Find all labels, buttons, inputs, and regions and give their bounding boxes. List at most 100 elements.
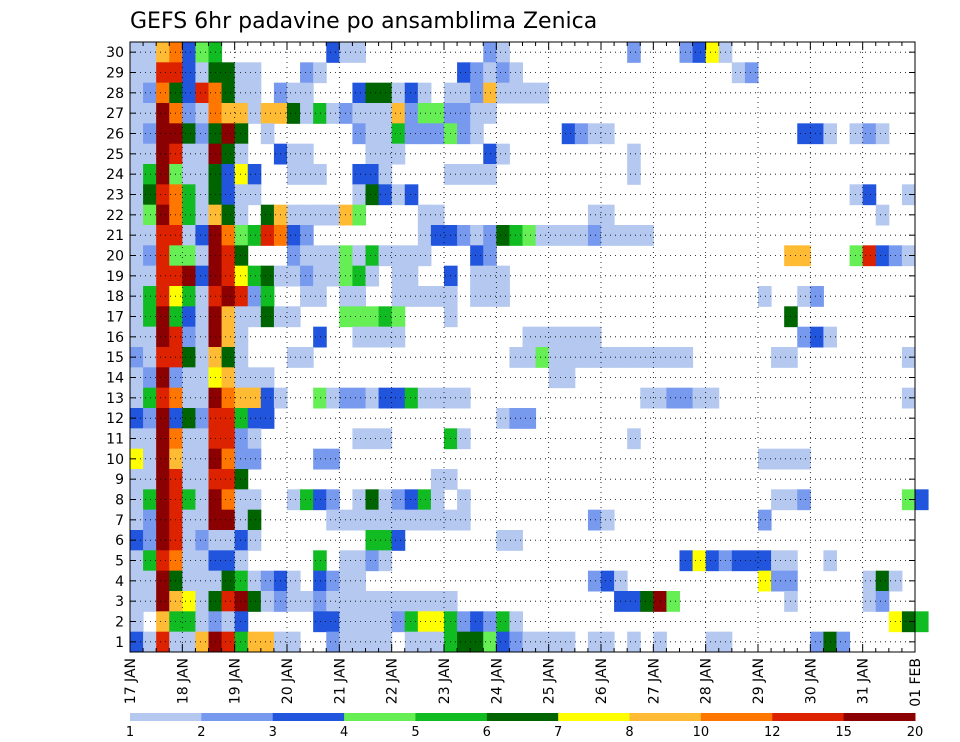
heatmap-cell [169,164,183,185]
heatmap-cell [260,570,275,592]
heatmap-cell [182,42,196,63]
heatmap-cell [457,489,471,511]
heatmap-cell [313,245,327,267]
heatmap-cell [182,530,196,551]
heatmap-cell [404,245,419,267]
heatmap-cell [313,489,327,511]
heatmap-cell [417,82,432,104]
heatmap-cell [195,164,209,185]
heatmap-cell [156,265,170,287]
heatmap-cell [156,448,170,470]
heatmap-cell [182,489,196,511]
heatmap-cell [666,387,680,409]
heatmap-cell [535,347,550,368]
heatmap-cell [234,164,249,185]
colorbar-swatch [843,713,916,721]
heatmap-cell [169,611,183,633]
x-tick-label: 29 JAN [751,658,767,704]
heatmap-cell [561,123,576,145]
heatmap-cell [457,62,471,84]
heatmap-cell [339,245,353,267]
heatmap-cell [234,550,249,572]
heatmap-cell [156,611,170,633]
heatmap-cell [875,591,890,612]
heatmap-cell [156,245,170,267]
heatmap-cell [496,225,510,246]
heatmap-cell [430,123,445,145]
heatmap-cell [221,387,236,409]
heatmap-cell [143,469,157,490]
heatmap-cell [758,570,772,592]
y-tick-label: 15 [106,350,124,366]
heatmap-cell [457,631,471,653]
heatmap-cell [221,570,236,592]
heatmap-cell [182,408,196,429]
chart-title: GEFS 6hr padavine po ansamblima Zenica [130,9,597,34]
heatmap-cell [771,347,785,368]
heatmap-cell [234,123,249,145]
y-tick-label: 26 [106,127,124,143]
heatmap-cell [143,42,157,63]
heatmap-cell [195,408,209,429]
heatmap-cell [417,387,432,409]
heatmap-cell [352,42,366,63]
heatmap-cell [195,184,209,206]
heatmap-cell [758,286,772,307]
heatmap-cell [156,82,170,104]
heatmap-cell [915,611,929,633]
heatmap-cell [470,631,484,653]
heatmap-cell [221,143,236,165]
heatmap-cell [627,164,641,185]
heatmap-cell [143,408,157,429]
heatmap-cell [287,103,301,124]
heatmap-cell [417,204,432,226]
heatmap-cell [313,62,327,84]
heatmap-cell [470,62,484,84]
heatmap-cell [417,286,432,307]
heatmap-cell [365,164,380,185]
heatmap-cell [692,550,707,572]
heatmap-cell [352,245,366,267]
heatmap-cell [169,326,183,348]
heatmap-cell [195,286,209,307]
y-tick-label: 30 [106,45,124,61]
heatmap-cell [430,387,445,409]
heatmap-cell [391,245,406,267]
heatmap-cell [156,103,170,124]
heatmap-cell [535,631,550,653]
heatmap-cell [156,62,170,84]
x-tick-label: 22 JAN [385,658,401,704]
heatmap-cell [561,225,576,246]
heatmap-cell [352,591,366,612]
heatmap-cell [574,347,589,368]
heatmap-cell [744,62,759,84]
heatmap-cell [195,204,209,226]
heatmap-cell [260,123,275,145]
heatmap-cell [313,570,327,592]
heatmap-cell [221,103,236,124]
heatmap-cell [496,530,510,551]
heatmap-cell [221,509,236,531]
y-tick-label: 14 [106,371,124,387]
heatmap-cell [130,42,144,63]
heatmap-cell [143,306,157,328]
heatmap-cell [182,591,196,612]
heatmap-cell [875,570,890,592]
heatmap-cell [470,265,484,287]
heatmap-cell [247,448,262,470]
heatmap-cell [169,347,183,368]
heatmap-cell [247,265,262,287]
heatmap-cell [430,286,445,307]
heatmap-cell [470,225,484,246]
heatmap-cell [417,225,432,246]
heatmap-cell [143,570,157,592]
heatmap-cell [352,611,366,633]
heatmap-cell [143,509,157,531]
heatmap-cell [404,286,419,307]
heatmap-cell [457,164,471,185]
heatmap-cell [169,245,183,267]
heatmap-cell [587,123,602,145]
y-tick-label: 7 [115,513,124,529]
heatmap-cell [130,164,144,185]
heatmap-cell [731,550,746,572]
